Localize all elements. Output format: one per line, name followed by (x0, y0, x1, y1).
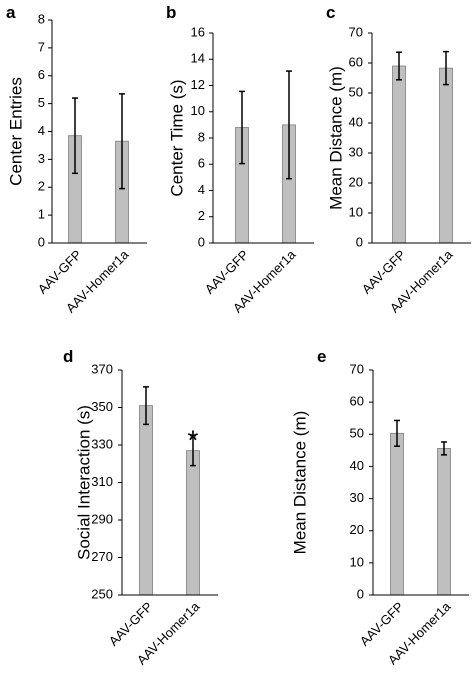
panel-label: c (326, 3, 335, 22)
y-tick-label: 290 (91, 511, 113, 526)
y-axis-title: Social Interaction (s) (74, 405, 93, 560)
y-tick-label: 270 (91, 549, 113, 564)
y-tick-label: 10 (191, 103, 205, 118)
bar (392, 65, 406, 244)
x-category-label: AAV-GFP (35, 247, 85, 297)
y-tick-label: 70 (350, 361, 364, 376)
y-tick-label: 7 (38, 39, 45, 54)
y-tick-label: 0 (38, 234, 45, 249)
y-tick-label: 350 (91, 399, 113, 414)
y-tick-label: 12 (191, 77, 205, 92)
y-tick-label: 50 (349, 84, 363, 99)
y-tick-label: 0 (198, 234, 205, 249)
y-tick-label: 330 (91, 436, 113, 451)
significance-marker: * (188, 425, 199, 456)
bar (390, 432, 404, 596)
panel-label: d (63, 347, 73, 366)
x-category-label: AAV-GFP (357, 599, 407, 649)
y-tick-label: 16 (191, 24, 205, 39)
y-tick-label: 6 (38, 67, 45, 82)
y-tick-label: 0 (357, 586, 364, 601)
y-tick-label: 20 (349, 174, 363, 189)
y-tick-label: 40 (349, 114, 363, 129)
y-tick-label: 8 (198, 129, 205, 144)
y-axis-title: Mean Distance (m) (290, 411, 309, 555)
y-tick-label: 14 (191, 51, 205, 66)
x-category-label: AAV-GFP (202, 247, 252, 297)
y-tick-label: 50 (350, 426, 364, 441)
panel-label: b (166, 3, 176, 22)
x-category-label: AAV-GFP (359, 247, 409, 297)
y-tick-label: 60 (349, 54, 363, 69)
y-axis-title: Center Time (s) (167, 79, 186, 196)
chart-panel-d: d Social Interaction (s) 250 270 290 310 330 35… (63, 347, 218, 668)
y-tick-label: 4 (198, 182, 205, 197)
y-tick-label: 20 (350, 522, 364, 537)
y-tick-label: 1 (38, 207, 45, 222)
y-tick-label: 2 (198, 208, 205, 223)
y-tick-label: 8 (38, 11, 45, 26)
bar (186, 450, 200, 596)
y-tick-label: 3 (38, 151, 45, 166)
y-tick-label: 370 (91, 361, 113, 376)
y-axis-title: Center Entries (6, 77, 25, 186)
y-tick-label: 4 (38, 123, 45, 138)
y-tick-label: 60 (350, 394, 364, 409)
chart-panel-c: c Mean Distance (m) 0 10 20 30 40 50 60 70 AAV-GFP… (326, 3, 471, 316)
y-axis-title: Mean Distance (m) (326, 66, 345, 210)
y-tick-label: 70 (349, 24, 363, 39)
y-tick-label: 2 (38, 179, 45, 194)
y-tick-label: 10 (349, 204, 363, 219)
y-tick-label: 250 (91, 586, 113, 601)
y-tick-label: 30 (350, 490, 364, 505)
bar (139, 405, 153, 596)
y-tick-label: 10 (350, 554, 364, 569)
y-tick-label: 0 (356, 234, 363, 249)
panel-label: e (317, 347, 326, 366)
bar (439, 67, 453, 244)
x-category-label: AAV-GFP (106, 599, 156, 649)
panel-label: a (6, 3, 16, 22)
y-tick-label: 30 (349, 144, 363, 159)
y-tick-label: 6 (198, 156, 205, 171)
y-tick-label: 40 (350, 458, 364, 473)
y-tick-label: 5 (38, 95, 45, 110)
bar (437, 448, 451, 596)
chart-panel-e: e Mean Distance (m) 0 10 20 30 40 50 60 70 AAV-GFP… (290, 347, 469, 668)
y-tick-label: 310 (91, 474, 113, 489)
